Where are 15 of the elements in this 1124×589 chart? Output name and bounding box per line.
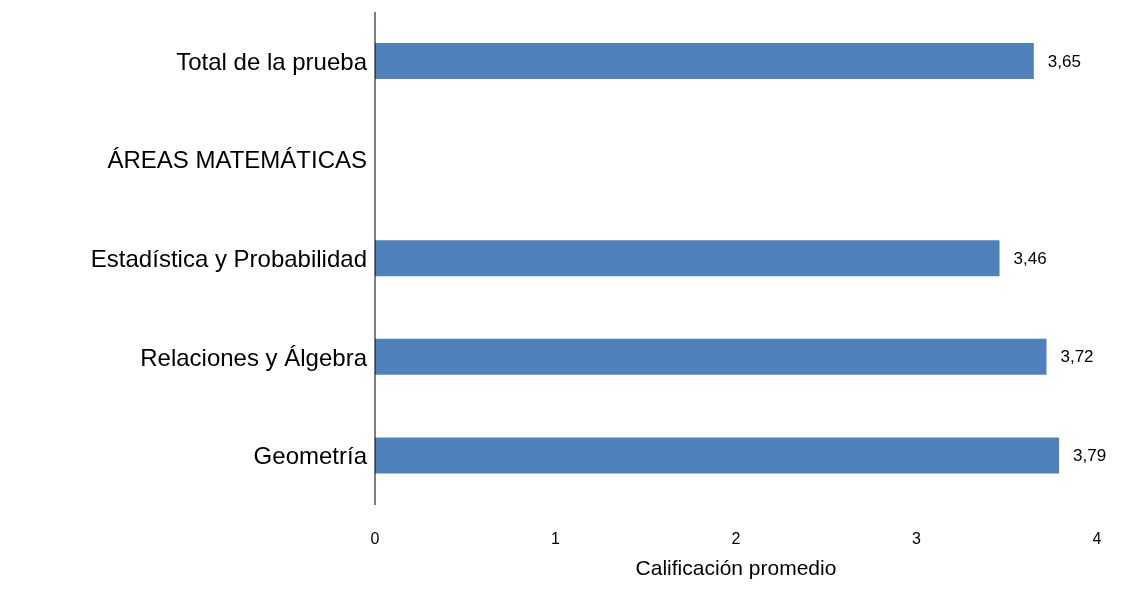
y-tick-label: Geometría xyxy=(253,442,368,470)
y-tick-label: Relaciones y Álgebra xyxy=(140,343,368,371)
x-tick-label: 4 xyxy=(1092,530,1102,548)
x-tick-label: 1 xyxy=(551,530,561,548)
data-label: 3,46 xyxy=(1013,248,1047,268)
y-tick-label: Total de la prueba xyxy=(176,47,368,75)
x-tick-label: 2 xyxy=(731,530,741,548)
x-tick-label: 0 xyxy=(370,530,380,548)
data-label: 3,79 xyxy=(1073,445,1107,465)
x-axis-title: Calificación promedio xyxy=(635,556,837,579)
data-label: 3,65 xyxy=(1047,51,1081,71)
y-tick-label: Estadística y Probabilidad xyxy=(90,245,367,273)
y-tick-label: ÁREAS MATEMÁTICAS xyxy=(107,146,367,174)
x-tick-label: 3 xyxy=(912,530,922,548)
data-label: 3,72 xyxy=(1060,347,1094,367)
